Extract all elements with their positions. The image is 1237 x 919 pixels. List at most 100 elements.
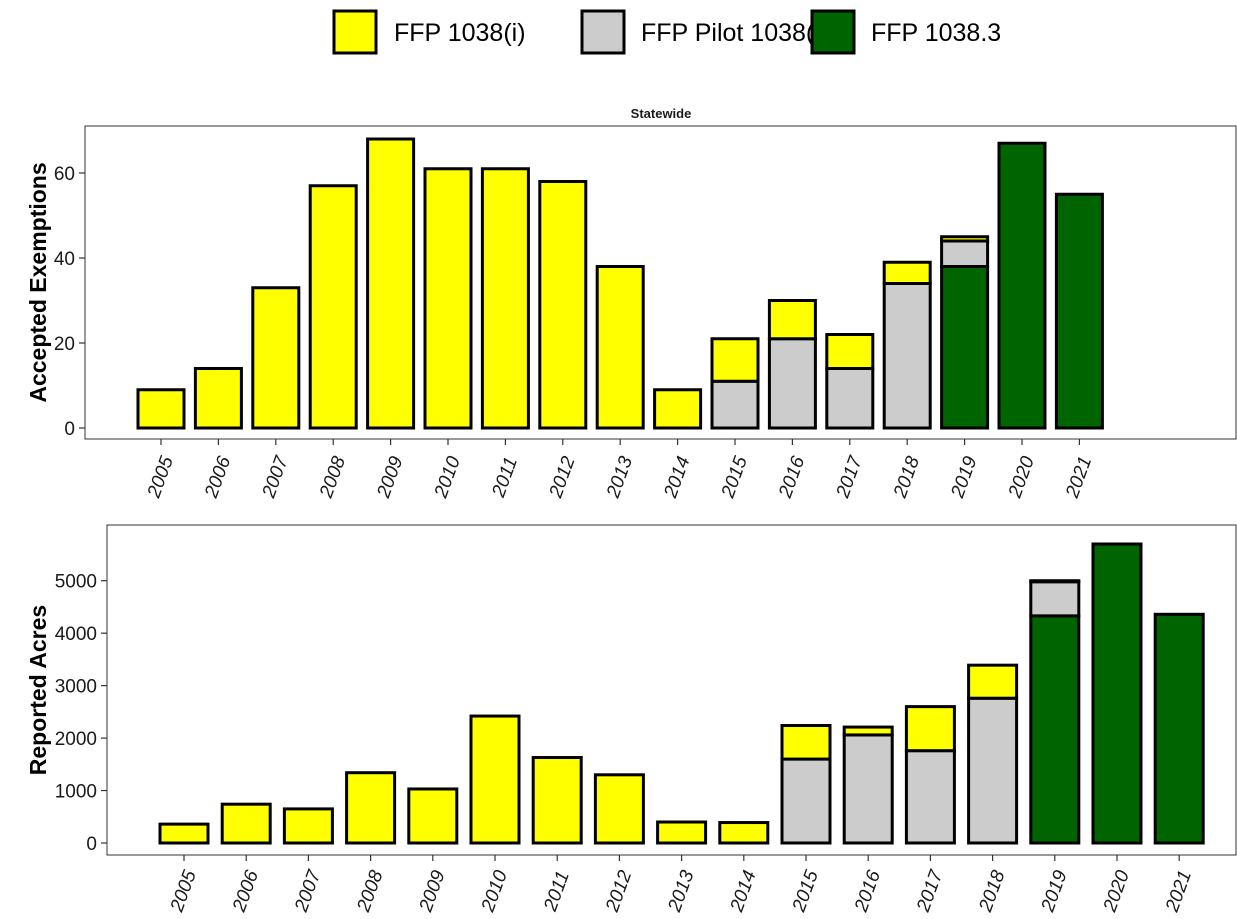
x-tick-label: 2011	[488, 454, 522, 501]
bar-2013-series-2	[595, 265, 645, 430]
facet-title: Statewide	[631, 106, 692, 121]
x-tick-label: 2012	[545, 453, 580, 501]
bar-2019-series-2	[940, 235, 990, 243]
bar-2013-series-2	[656, 820, 708, 845]
bar-2007-series-2	[251, 286, 301, 430]
x-tick-label: 2013	[664, 867, 699, 915]
x-tick-label: 2019	[947, 453, 982, 501]
legend-label-0: FFP 1038(i)	[394, 19, 526, 47]
x-tick-label: 2014	[726, 868, 761, 916]
legend-swatch-0	[332, 9, 378, 55]
bar-2007-series-2	[282, 807, 334, 845]
bar-2016-series-2	[767, 299, 817, 341]
bar-2015-series-2	[710, 337, 760, 383]
x-tick-label: 2010	[430, 453, 465, 501]
x-tick-label: 2015	[717, 453, 752, 501]
x-tick-label: 2008	[316, 453, 351, 501]
x-tick-label: 2007	[291, 866, 326, 915]
bar-2009-series-2	[366, 137, 416, 430]
y-tick-label: 1000	[55, 782, 97, 803]
x-tick-label: 2005	[143, 453, 178, 501]
x-tick-label: 2009	[373, 453, 408, 501]
bar-2020-series-0	[997, 141, 1047, 430]
x-tick-label: 2012	[602, 867, 637, 915]
x-tick-label: 2018	[890, 453, 925, 501]
y-tick-label: 0	[86, 834, 97, 855]
x-tick-label: 2021	[1062, 454, 1097, 502]
legend: FFP 1038(i) FFP Pilot 1038(j) FFP 1038.3	[332, 9, 1001, 55]
bar-2015-series-2	[780, 723, 832, 761]
x-tick-label: 2017	[832, 452, 867, 501]
bar-2017-series-1	[904, 749, 956, 845]
x-tick-label: 2021	[1162, 868, 1197, 916]
bar-2019-series-2	[1029, 579, 1081, 584]
bar-2017-series-2	[825, 333, 875, 370]
bar-2012-series-2	[593, 773, 645, 845]
bar-2016-series-1	[767, 337, 817, 430]
bar-2017-series-2	[904, 705, 956, 753]
panel-border	[106, 524, 1237, 856]
x-tick-label: 2020	[1099, 867, 1134, 915]
y-tick-label: 4000	[55, 624, 97, 645]
x-tick-label: 2008	[353, 867, 388, 915]
bar-2019-series-1	[1029, 580, 1081, 618]
x-tick-label: 2016	[851, 867, 886, 915]
bar-2006-series-2	[193, 367, 243, 430]
bar-2011-series-2	[480, 167, 530, 430]
x-tick-label: 2020	[1004, 453, 1039, 501]
legend-swatch-1	[580, 9, 626, 55]
bar-2015-series-1	[710, 379, 760, 430]
x-tick-label: 2014	[660, 454, 695, 502]
y-tick-label: 0	[64, 419, 75, 440]
bar-2011-series-2	[531, 755, 583, 845]
bar-2018-series-2	[967, 663, 1019, 700]
x-tick-label: 2016	[775, 453, 810, 501]
bar-2017-series-1	[825, 367, 875, 430]
bar-2019-series-0	[940, 265, 990, 430]
bar-2016-series-1	[842, 733, 894, 845]
bar-2016-series-2	[842, 725, 894, 737]
bar-2018-series-2	[882, 260, 932, 285]
y-axis-title: Accepted Exemptions	[25, 162, 51, 402]
x-tick-label: 2007	[258, 452, 293, 501]
x-tick-label: 2017	[913, 866, 948, 915]
bar-2014-series-2	[718, 821, 770, 845]
x-tick-label: 2011	[540, 868, 574, 915]
bar-2006-series-2	[220, 802, 272, 845]
y-axis-title: Reported Acres	[25, 605, 51, 775]
x-tick-label: 2006	[201, 453, 236, 501]
x-tick-label: 2018	[975, 867, 1010, 915]
y-tick-label: 3000	[55, 677, 97, 698]
bar-2018-series-1	[967, 696, 1019, 845]
x-tick-label: 2013	[603, 453, 638, 501]
legend-label-2: FFP 1038.3	[871, 19, 1001, 47]
bar-2015-series-1	[780, 757, 832, 845]
bar-2018-series-1	[882, 282, 932, 430]
bar-2019-series-0	[1029, 614, 1081, 845]
panel-border	[84, 125, 1237, 440]
x-tick-label: 2015	[788, 867, 823, 915]
bar-2021-series-0	[1153, 612, 1205, 845]
x-tick-label: 2005	[166, 867, 201, 915]
bar-2014-series-2	[653, 388, 703, 430]
bar-2005-series-2	[136, 388, 186, 430]
x-tick-label: 2019	[1037, 867, 1072, 915]
y-tick-label: 60	[54, 164, 75, 185]
bar-2008-series-2	[345, 771, 397, 845]
bar-2005-series-2	[158, 822, 210, 845]
bar-2009-series-2	[407, 787, 459, 845]
y-tick-label: 40	[54, 249, 75, 270]
bar-2010-series-2	[423, 167, 473, 430]
x-tick-label: 2006	[229, 867, 264, 915]
legend-label-1: FFP Pilot 1038(j)	[641, 19, 828, 47]
bar-2008-series-2	[308, 184, 358, 430]
bar-2010-series-2	[469, 714, 521, 845]
y-tick-label: 2000	[55, 729, 97, 750]
bar-2021-series-0	[1054, 192, 1104, 430]
legend-swatch-2	[810, 9, 856, 55]
y-tick-label: 5000	[55, 572, 97, 593]
bar-2020-series-0	[1091, 542, 1143, 845]
